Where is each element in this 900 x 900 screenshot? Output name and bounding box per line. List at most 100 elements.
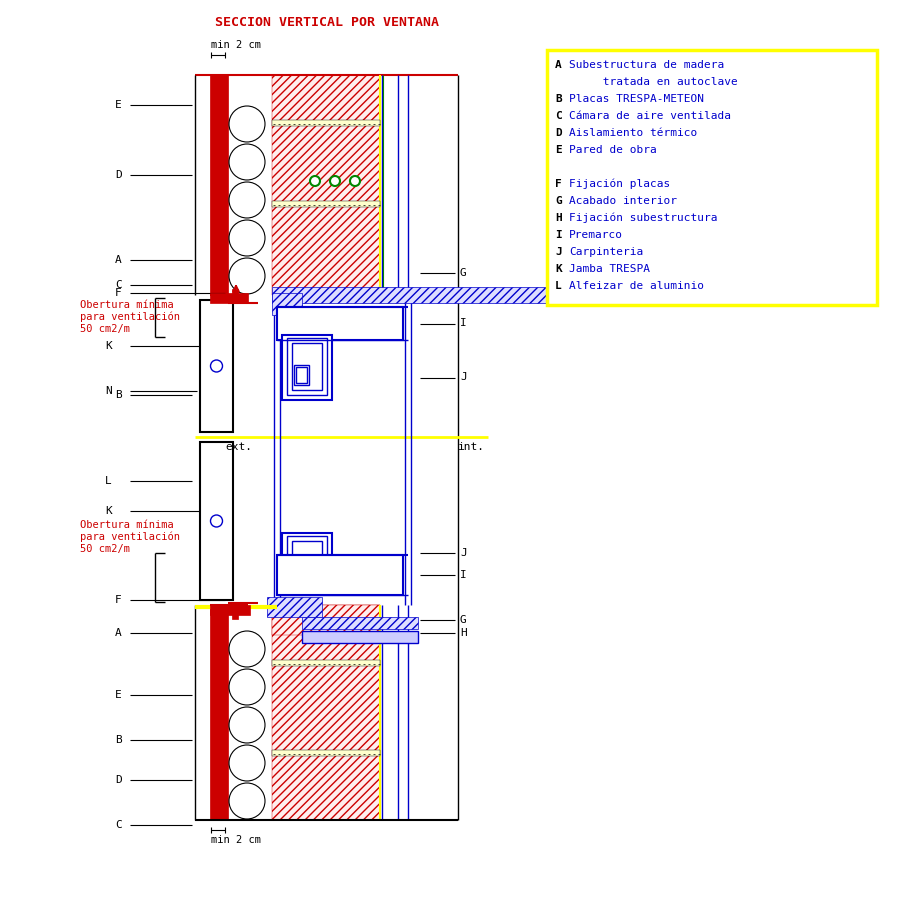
Bar: [272, 750, 380, 756]
Bar: [302, 631, 418, 643]
Text: Premarco: Premarco: [569, 230, 623, 240]
Text: min 2 cm: min 2 cm: [211, 835, 261, 845]
Bar: [210, 605, 250, 615]
Bar: [232, 607, 238, 619]
Bar: [272, 293, 302, 315]
Text: K: K: [555, 264, 562, 274]
Text: I: I: [555, 230, 562, 240]
Circle shape: [229, 745, 265, 781]
Text: I: I: [460, 319, 467, 328]
Bar: [292, 343, 322, 390]
Text: 50 cm2/m: 50 cm2/m: [80, 544, 130, 554]
Bar: [272, 201, 380, 207]
Circle shape: [211, 515, 222, 527]
Text: E: E: [555, 145, 562, 155]
Text: Cámara de aire ventilada: Cámara de aire ventilada: [569, 111, 731, 121]
Text: J: J: [460, 373, 467, 382]
Circle shape: [350, 176, 360, 186]
Bar: [282, 533, 332, 593]
Text: 50 cm2/m: 50 cm2/m: [80, 324, 130, 334]
Text: Jamba TRESPA: Jamba TRESPA: [569, 264, 650, 274]
Text: int.: int.: [458, 442, 485, 452]
Text: Obertura mínima: Obertura mínima: [80, 520, 174, 530]
Text: J: J: [555, 247, 562, 257]
Text: K: K: [105, 341, 112, 351]
Bar: [287, 338, 327, 395]
Bar: [282, 335, 332, 400]
Bar: [210, 605, 228, 820]
Text: Alfeizar de aluminio: Alfeizar de aluminio: [569, 281, 704, 291]
Bar: [296, 560, 307, 576]
Bar: [292, 541, 322, 583]
Bar: [272, 287, 584, 303]
Text: G: G: [555, 196, 562, 206]
Text: C: C: [115, 280, 122, 290]
Text: E: E: [115, 100, 122, 110]
Bar: [296, 367, 307, 383]
Circle shape: [211, 360, 222, 372]
Circle shape: [229, 669, 265, 705]
Text: Placas TRESPA-METEON: Placas TRESPA-METEON: [569, 94, 704, 104]
Circle shape: [229, 707, 265, 743]
Text: Subestructura de madera: Subestructura de madera: [569, 60, 724, 70]
Text: para ventilación: para ventilación: [80, 311, 180, 322]
Text: G: G: [460, 615, 467, 625]
Text: D: D: [555, 128, 562, 138]
Text: F: F: [555, 179, 562, 189]
Text: F: F: [115, 595, 122, 605]
Text: J: J: [460, 548, 467, 558]
Text: D: D: [115, 775, 122, 785]
Text: E: E: [115, 690, 122, 700]
Text: Fijación placas: Fijación placas: [569, 179, 670, 189]
Bar: [267, 597, 322, 617]
Bar: [287, 536, 327, 588]
Bar: [272, 605, 380, 635]
Text: Acabado interior: Acabado interior: [569, 196, 677, 206]
Text: C: C: [115, 820, 122, 830]
Text: B: B: [555, 94, 562, 104]
Text: Carpinteria: Carpinteria: [569, 247, 643, 257]
Bar: [232, 289, 238, 301]
Text: min 2 cm: min 2 cm: [211, 40, 261, 50]
Text: A: A: [115, 628, 122, 638]
Bar: [294, 558, 309, 578]
Text: A: A: [555, 60, 562, 70]
Circle shape: [229, 631, 265, 667]
Bar: [272, 605, 380, 820]
Text: K: K: [105, 506, 112, 516]
Text: B: B: [115, 390, 122, 400]
Text: D: D: [115, 170, 122, 180]
Circle shape: [310, 176, 320, 186]
Text: tratada en autoclave: tratada en autoclave: [569, 77, 738, 87]
Text: H: H: [460, 628, 467, 638]
Bar: [277, 307, 403, 340]
Text: N: N: [105, 386, 112, 396]
Circle shape: [330, 176, 340, 186]
Bar: [200, 442, 233, 600]
Bar: [210, 293, 248, 303]
Text: Obertura mínima: Obertura mínima: [80, 300, 174, 310]
Circle shape: [229, 220, 265, 256]
Circle shape: [229, 144, 265, 180]
Text: A: A: [115, 255, 122, 265]
Text: F: F: [115, 288, 122, 298]
Bar: [272, 75, 380, 295]
Circle shape: [229, 783, 265, 819]
Text: L: L: [105, 476, 112, 486]
Text: B: B: [115, 735, 122, 745]
Circle shape: [229, 258, 265, 294]
Text: G: G: [460, 268, 467, 278]
Bar: [547, 50, 877, 305]
Text: Fijación subestructura: Fijación subestructura: [569, 212, 717, 223]
Text: Pared de obra: Pared de obra: [569, 145, 657, 155]
Bar: [294, 365, 309, 385]
Text: Aislamiento térmico: Aislamiento térmico: [569, 128, 698, 138]
Text: C: C: [555, 111, 562, 121]
Circle shape: [229, 106, 265, 142]
Text: H: H: [555, 213, 562, 223]
Bar: [277, 555, 403, 595]
Text: SECCION VERTICAL POR VENTANA: SECCION VERTICAL POR VENTANA: [215, 16, 439, 30]
Bar: [302, 617, 418, 629]
Bar: [272, 660, 380, 666]
Text: para ventilación: para ventilación: [80, 532, 180, 542]
